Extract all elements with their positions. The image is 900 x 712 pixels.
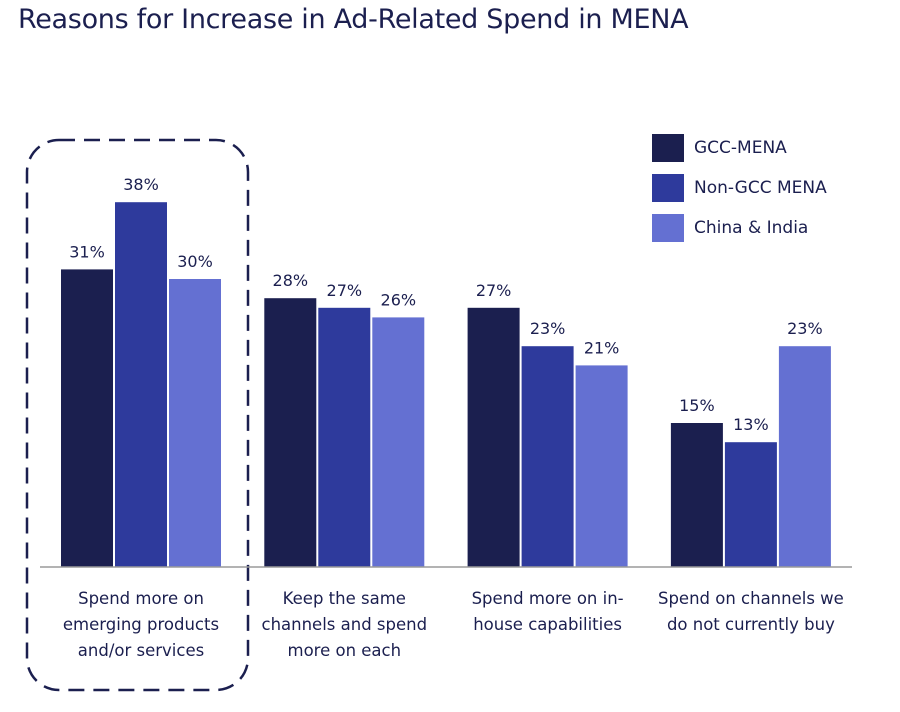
bar-non-gcc-mena-1 [318,307,371,567]
value-label: 28% [273,271,309,290]
bar-gcc-mena-0 [61,269,113,567]
category-label: Spend on channels we [658,589,844,608]
value-label: 15% [679,396,715,415]
legend-item: China & India [652,214,808,242]
legend-item: GCC-MENA [652,134,787,162]
legend-swatch [652,214,684,242]
value-label: 31% [69,242,105,261]
bar-gcc-mena-1 [264,298,317,567]
legend-swatch [652,134,684,162]
bar-non-gcc-mena-0 [115,202,167,567]
category-label: house capabilities [473,615,622,634]
value-label: 21% [584,338,620,357]
legend-label: GCC-MENA [694,138,787,158]
legend-label: Non-GCC MENA [694,178,827,198]
bar-china-india-0 [169,279,221,567]
bar-china-india-1 [372,317,425,567]
bar-gcc-mena-3 [670,423,723,567]
value-label: 23% [530,319,566,338]
category-label: emerging products [63,615,219,634]
bar-china-india-2 [575,365,628,567]
value-label: 30% [177,252,213,271]
legend-label: China & India [694,218,809,238]
category-label: Spend more on [78,589,204,608]
value-label: 38% [123,175,159,194]
bar-non-gcc-mena-2 [521,346,574,567]
category-label: Keep the same [283,589,406,608]
value-label: 26% [381,290,417,309]
value-label: 27% [476,281,512,300]
value-label: 13% [733,415,769,434]
category-label: Spend more on in- [472,589,624,608]
bar-gcc-mena-2 [467,307,520,567]
value-label: 27% [327,281,363,300]
category-label: and/or services [78,641,204,660]
legend-item: Non-GCC MENA [652,174,827,202]
highlight-dashed-box [25,138,250,692]
category-label: more on each [288,641,402,660]
category-label: channels and spend [262,615,428,634]
value-label: 23% [787,319,823,338]
legend-swatch [652,174,684,202]
category-label: do not currently buy [667,615,835,634]
chart-title: Reasons for Increase in Ad-Related Spend… [18,4,689,35]
bar-non-gcc-mena-3 [724,442,777,567]
bar-china-india-3 [778,346,831,567]
